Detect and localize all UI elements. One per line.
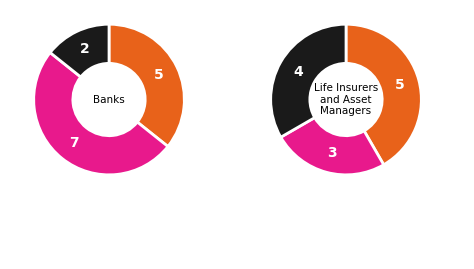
Wedge shape <box>281 118 383 175</box>
Wedge shape <box>50 24 109 77</box>
Text: 4: 4 <box>293 65 302 79</box>
Wedge shape <box>109 24 184 147</box>
Wedge shape <box>271 24 346 137</box>
Wedge shape <box>34 52 168 175</box>
Text: 5: 5 <box>395 78 405 92</box>
Text: 7: 7 <box>70 136 79 150</box>
Text: 3: 3 <box>327 146 337 160</box>
Text: 5: 5 <box>155 68 164 82</box>
Text: Life Insurers
and Asset
Managers: Life Insurers and Asset Managers <box>314 83 378 116</box>
Wedge shape <box>346 24 421 165</box>
Text: 2: 2 <box>80 42 90 56</box>
Text: Banks: Banks <box>93 94 125 105</box>
